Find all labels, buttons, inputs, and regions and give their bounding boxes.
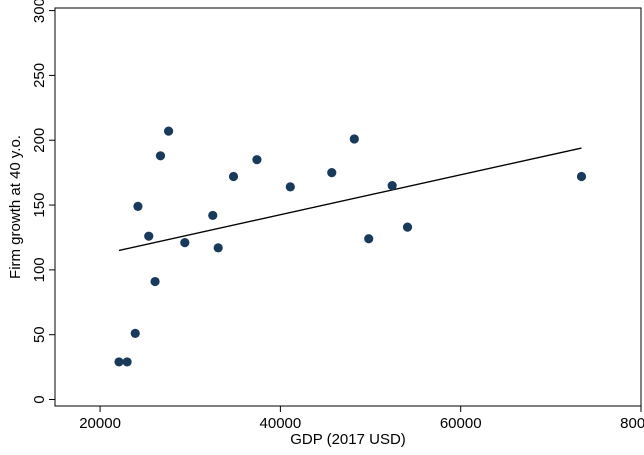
points-layer — [114, 126, 587, 367]
data-point — [163, 126, 174, 136]
data-point — [387, 181, 397, 191]
data-point — [576, 171, 587, 182]
data-point — [122, 357, 132, 367]
data-point — [252, 155, 262, 165]
data-point — [180, 238, 190, 248]
data-point — [349, 134, 359, 144]
data-point — [133, 201, 143, 211]
y-axis-title: Firm growth at 40 y.o. — [7, 135, 24, 279]
data-point — [285, 182, 295, 192]
data-point — [208, 210, 218, 221]
x-tick-label: 40000 — [260, 415, 302, 432]
x-tick-label: 60000 — [440, 415, 482, 432]
data-point — [114, 357, 124, 367]
y-tick-label: 200 — [31, 128, 48, 153]
fit-line-layer — [118, 147, 582, 252]
data-point — [327, 168, 337, 178]
data-point — [228, 171, 239, 182]
data-point — [402, 222, 413, 232]
x-axis-title: GDP (2017 USD) — [290, 431, 406, 448]
y-tick-label: 300 — [31, 0, 48, 23]
data-point — [155, 151, 166, 161]
y-tick-label: 100 — [31, 257, 48, 282]
data-point — [364, 234, 374, 244]
data-point — [213, 243, 223, 253]
y-axis-ticks: 0 50 100 150 200 250 300 — [31, 0, 55, 404]
x-tick-label: 80000 — [620, 415, 644, 432]
data-point — [150, 276, 160, 287]
x-axis-ticks: 20000 40000 60000 80000 — [79, 406, 644, 432]
y-tick-label: 50 — [31, 326, 48, 343]
fit-line — [118, 147, 582, 252]
data-point — [130, 328, 140, 339]
data-point — [144, 231, 154, 241]
y-tick-label: 150 — [31, 193, 48, 218]
x-tick-label: 20000 — [79, 415, 121, 432]
y-tick-label: 0 — [31, 395, 48, 403]
y-tick-label: 250 — [31, 63, 48, 88]
plot-frame — [54, 7, 642, 407]
